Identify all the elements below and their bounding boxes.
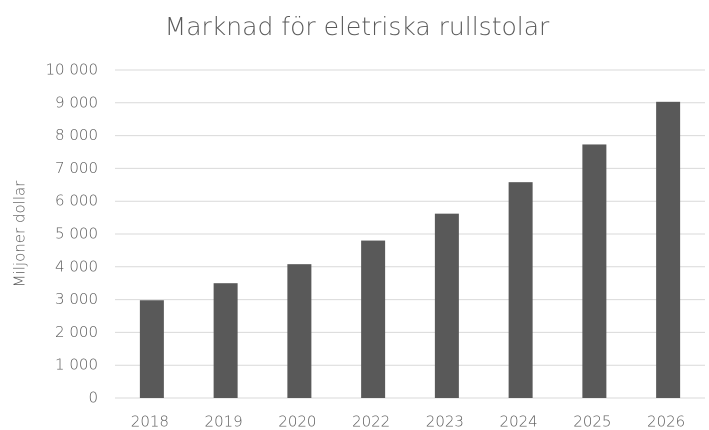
bar — [656, 101, 681, 398]
x-tick-label: 2022 — [352, 413, 390, 430]
bar — [508, 182, 533, 398]
y-tick-label: 10 000 — [46, 61, 99, 79]
bar — [582, 144, 607, 398]
x-tick-label: 2024 — [500, 413, 538, 430]
chart-title: Marknad för eletriska rullstolar — [165, 12, 550, 41]
x-tick-label: 2018 — [131, 413, 169, 430]
y-axis-label: Miljoner dollar — [11, 180, 29, 288]
bar — [361, 240, 386, 398]
bar — [139, 300, 164, 398]
y-tick-label: 2 000 — [55, 323, 98, 341]
x-tick-label: 2019 — [205, 413, 243, 430]
y-tick-label: 8 000 — [55, 126, 98, 144]
bar — [434, 213, 459, 398]
y-tick-label: 5 000 — [55, 225, 98, 243]
y-tick-label: 3 000 — [55, 290, 98, 308]
y-tick-label: 9 000 — [55, 93, 98, 111]
y-tick-label: 4 000 — [55, 257, 98, 275]
y-tick-label: 6 000 — [55, 192, 98, 210]
y-tick-label: 7 000 — [55, 159, 98, 177]
bar — [287, 264, 312, 398]
x-tick-label: 2020 — [278, 413, 316, 430]
x-tick-label: 2023 — [426, 413, 464, 430]
y-tick-label: 1 000 — [55, 356, 98, 374]
x-tick-label: 2025 — [573, 413, 611, 430]
y-tick-label: 0 — [88, 389, 98, 407]
x-tick-label: 2026 — [647, 413, 685, 430]
bar — [213, 283, 238, 398]
